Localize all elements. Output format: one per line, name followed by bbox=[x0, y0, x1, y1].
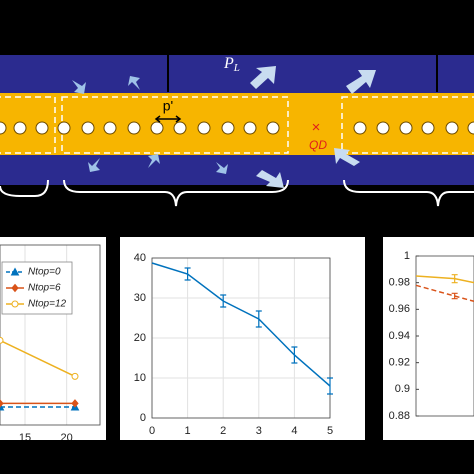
hole bbox=[13, 121, 27, 135]
marker bbox=[0, 336, 4, 344]
y-tick-label: 1 bbox=[404, 250, 410, 262]
plot-frame bbox=[0, 244, 101, 426]
hole bbox=[127, 121, 141, 135]
y-tick-label: 0.96 bbox=[389, 303, 410, 315]
series-line bbox=[151, 262, 331, 387]
hole bbox=[243, 121, 257, 135]
hole bbox=[221, 121, 235, 135]
marker bbox=[11, 300, 19, 308]
hole bbox=[35, 121, 49, 135]
y-tick-label: 0.88 bbox=[389, 410, 410, 422]
y-tick-label: 40 bbox=[134, 252, 146, 264]
error-bar bbox=[184, 267, 191, 281]
hole bbox=[266, 121, 280, 135]
qd-label: QD bbox=[309, 138, 327, 152]
holes bbox=[0, 121, 474, 135]
error-bar bbox=[255, 310, 262, 328]
y-tick-label: 0.92 bbox=[389, 357, 410, 369]
hole bbox=[421, 121, 435, 135]
error-bar bbox=[220, 294, 227, 308]
x-tick-label: 2 bbox=[220, 425, 226, 437]
hole bbox=[399, 121, 413, 135]
legend-label: Ntop=6 bbox=[28, 283, 61, 294]
pitch-arrow bbox=[154, 115, 182, 123]
marker bbox=[11, 283, 19, 293]
y-tick-label: 30 bbox=[134, 292, 146, 304]
waveguide bbox=[0, 93, 474, 155]
legend-label: Ntop=12 bbox=[28, 299, 67, 310]
x-tick-label: 0 bbox=[149, 425, 155, 437]
error-bar bbox=[451, 274, 458, 284]
hole bbox=[467, 121, 474, 135]
y-tick-label: 0.94 bbox=[389, 330, 410, 342]
x-tick-label: 4 bbox=[291, 425, 297, 437]
x-tick-label: 5 bbox=[327, 425, 333, 437]
pitch-label: p' bbox=[163, 98, 173, 114]
charts: 15 20 Ntop=0 Ntop=6 Ntop=12 0 10 20 30 40 0 1 2 3 4 5 0.… bbox=[0, 244, 474, 444]
hole bbox=[353, 121, 367, 135]
dashed-boxes bbox=[0, 96, 474, 154]
y-tick-label: 0.98 bbox=[389, 277, 410, 289]
pl-sub: L bbox=[233, 62, 240, 74]
y-tick-label: 10 bbox=[134, 372, 146, 384]
pl-label: PL bbox=[223, 55, 240, 74]
error-bar bbox=[291, 346, 298, 364]
hole bbox=[103, 121, 117, 135]
chart: 0 10 20 30 40 0 1 2 3 4 5 bbox=[134, 252, 333, 437]
y-tick-label: 0 bbox=[140, 412, 146, 424]
hole bbox=[0, 121, 7, 135]
chart: 15 20 Ntop=0 Ntop=6 Ntop=12 bbox=[0, 244, 101, 444]
error-bar bbox=[451, 292, 458, 300]
marker bbox=[0, 399, 4, 408]
hole bbox=[445, 121, 459, 135]
x-tick-label: 15 bbox=[19, 432, 31, 444]
panel bbox=[383, 237, 474, 440]
hole bbox=[173, 121, 187, 135]
series-line bbox=[0, 339, 76, 378]
x-tick-label: 20 bbox=[61, 432, 73, 444]
plot-frame bbox=[151, 257, 331, 419]
arrows bbox=[72, 66, 376, 188]
hole bbox=[57, 121, 71, 135]
marker bbox=[71, 372, 79, 380]
qd-marker: × bbox=[312, 119, 321, 136]
chart: 0.88 0.9 0.92 0.94 0.96 0.98 1 bbox=[389, 250, 474, 422]
hole bbox=[197, 121, 211, 135]
hole bbox=[81, 121, 95, 135]
x-tick-label: 1 bbox=[185, 425, 191, 437]
error-bar bbox=[327, 377, 333, 395]
hole bbox=[376, 121, 390, 135]
marker bbox=[71, 399, 79, 408]
x-tick-label: 3 bbox=[256, 425, 262, 437]
plot-frame bbox=[415, 255, 474, 417]
y-tick-label: 20 bbox=[134, 332, 146, 344]
braces bbox=[0, 179, 474, 207]
legend-label: Ntop=0 bbox=[28, 267, 61, 278]
pl-base: P bbox=[223, 55, 234, 72]
hole bbox=[150, 121, 164, 135]
y-tick-label: 0.9 bbox=[395, 383, 410, 395]
marker bbox=[10, 267, 20, 276]
